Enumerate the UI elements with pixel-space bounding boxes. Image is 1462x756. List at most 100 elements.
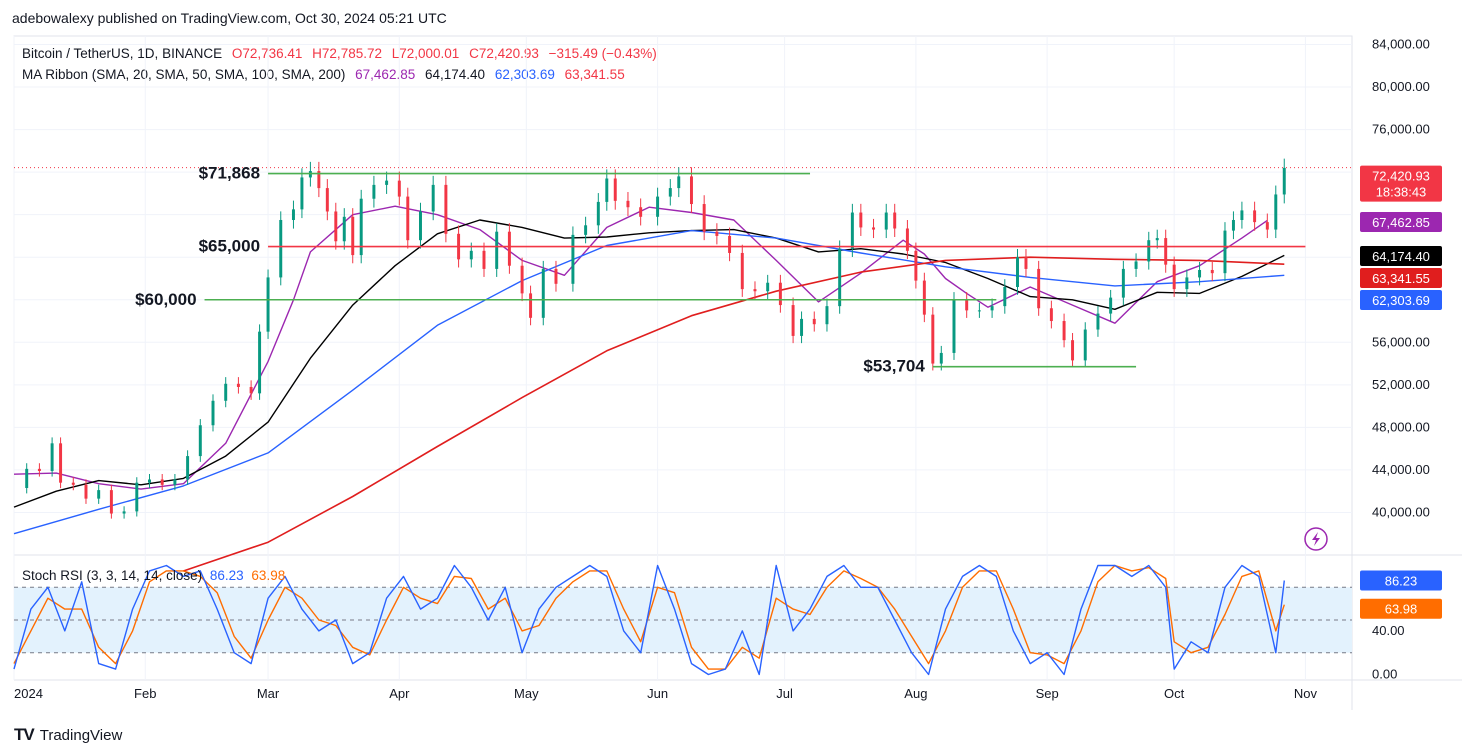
- level-label: $71,868: [199, 164, 260, 183]
- candle-body: [677, 176, 681, 189]
- candle-body: [25, 468, 29, 488]
- price-axis-badge-text: 72,420.93: [1372, 169, 1430, 184]
- candle-body: [1083, 329, 1087, 361]
- time-tick-label: Aug: [904, 686, 927, 701]
- footer-brand: TradingView: [39, 726, 123, 744]
- countdown-text: 18:38:43: [1376, 185, 1427, 200]
- stoch-rsi-d-line: [13, 564, 1285, 670]
- candle-body: [859, 212, 863, 228]
- candle-body: [1164, 238, 1168, 265]
- candle-body: [1223, 230, 1227, 274]
- candle-body: [977, 310, 981, 312]
- candle-body: [893, 212, 897, 229]
- price-axis-badge-text: 64,174.40: [1372, 249, 1430, 264]
- candle-body: [97, 490, 101, 499]
- candle-body: [266, 277, 270, 332]
- time-tick-label: Apr: [389, 686, 410, 701]
- time-tick-label: Feb: [134, 686, 156, 701]
- candle-body: [791, 305, 795, 336]
- candle-body: [639, 207, 643, 217]
- symbol-name[interactable]: Bitcoin / TetherUS, 1D, BINANCE: [22, 46, 223, 61]
- time-tick-label: Jul: [776, 686, 793, 701]
- candle-body: [444, 184, 448, 234]
- candle-body: [507, 231, 511, 266]
- candle-body: [325, 188, 329, 212]
- candle-body: [372, 184, 376, 199]
- price-tick-label: 84,000.00: [1372, 37, 1430, 52]
- candle-body: [495, 231, 499, 269]
- stoch-rsi-label[interactable]: Stoch RSI (3, 3, 14, 14, close): [22, 568, 203, 583]
- candle-body: [291, 209, 295, 220]
- candle-body: [186, 456, 190, 480]
- candle-body: [1265, 222, 1269, 230]
- candle-body: [800, 318, 804, 336]
- candle-body: [236, 383, 240, 387]
- price-axis-badge-text: 62,303.69: [1372, 293, 1430, 308]
- footer[interactable]: TV TradingView: [14, 725, 122, 745]
- time-tick-label: Mar: [257, 686, 280, 701]
- price-axis-badge: [1360, 165, 1442, 202]
- candle-body: [317, 171, 321, 189]
- candle-body: [342, 216, 346, 242]
- rsi-d-badge: [1360, 598, 1442, 619]
- candle-body: [173, 479, 177, 485]
- sma50-line: [13, 219, 1285, 508]
- candle-body: [198, 425, 202, 457]
- price-axis-badge: [1360, 246, 1442, 266]
- symbol-legend: Bitcoin / TetherUS, 1D, BINANCE O72,736.…: [22, 46, 663, 61]
- candle-body: [1134, 261, 1138, 269]
- high-value: H72,785.72: [312, 46, 382, 61]
- price-tick-label: 48,000.00: [1372, 419, 1430, 434]
- candle-body: [931, 314, 935, 364]
- candle-body: [905, 228, 909, 251]
- time-tick-label: 2024: [14, 686, 43, 701]
- candle-body: [431, 184, 435, 212]
- level-label: $60,000: [135, 290, 196, 309]
- candle-body: [351, 216, 355, 256]
- candle-body: [1253, 210, 1257, 223]
- price-tick-label: 76,000.00: [1372, 122, 1430, 137]
- candle-body: [825, 306, 829, 325]
- candle-body: [740, 252, 744, 290]
- candle-body: [1016, 257, 1019, 287]
- close-value: C72,420.93: [469, 46, 539, 61]
- candle-body: [385, 180, 389, 185]
- candle-body: [359, 198, 363, 256]
- rsi-tick-label: 0.00: [1372, 667, 1397, 682]
- price-tick-label: 52,000.00: [1372, 377, 1430, 392]
- ma200-value: 63,341.55: [564, 67, 625, 82]
- candle-body: [279, 219, 283, 278]
- candle-body: [668, 188, 672, 197]
- candle-body: [571, 234, 575, 284]
- candle-body: [258, 331, 262, 394]
- price-tick-label: 56,000.00: [1372, 334, 1430, 349]
- candle-body: [59, 443, 63, 483]
- candle-body: [689, 176, 693, 205]
- candle-body: [529, 293, 533, 318]
- price-tick-label: 80,000.00: [1372, 79, 1430, 94]
- candle-body: [952, 299, 956, 353]
- sma200-line: [183, 256, 1285, 572]
- candle-body: [300, 177, 304, 210]
- candle-body: [1240, 210, 1244, 220]
- rsi-k-badge-text: 86.23: [1385, 573, 1418, 588]
- ma100-value: 62,303.69: [494, 67, 555, 82]
- open-value: O72,736.41: [231, 46, 303, 61]
- candle-body: [160, 479, 164, 485]
- time-tick-label: Sep: [1036, 686, 1059, 701]
- candle-body: [990, 306, 994, 311]
- candle-body: [469, 250, 473, 260]
- candle-body: [584, 225, 588, 235]
- candle-body: [914, 250, 918, 281]
- candle-body: [554, 268, 558, 284]
- price-axis-badge: [1360, 290, 1442, 310]
- candle-body: [702, 204, 706, 232]
- ma-legend: MA Ribbon (SMA, 20, SMA, 50, SMA, 100, S…: [22, 67, 631, 82]
- candle-body: [656, 196, 660, 217]
- ma-label[interactable]: MA Ribbon (SMA, 20, SMA, 50, SMA, 100, S…: [22, 67, 346, 82]
- price-axis-badge-text: 63,341.55: [1372, 271, 1430, 286]
- candle-body: [872, 227, 876, 230]
- candle-body: [541, 268, 545, 318]
- candle-body: [812, 318, 816, 325]
